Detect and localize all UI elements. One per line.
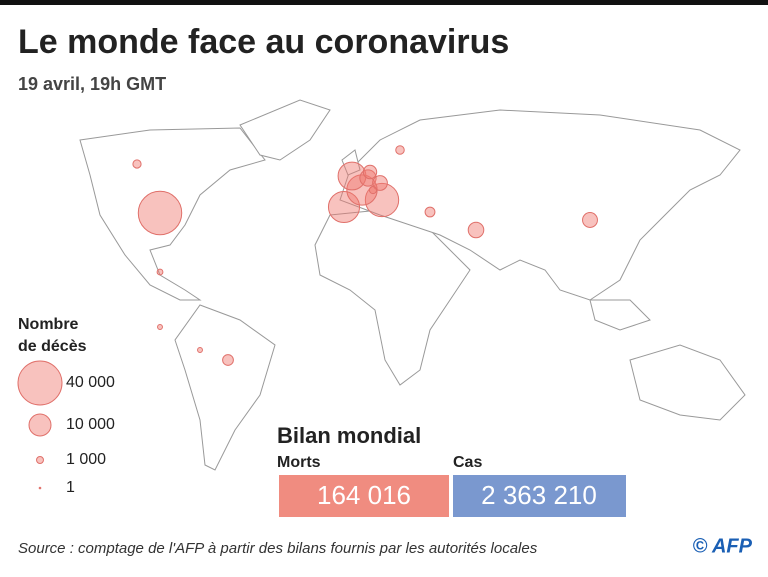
- credit: © AFP: [692, 535, 752, 557]
- country-bubble: [157, 324, 163, 330]
- country-bubble: [337, 161, 367, 191]
- legend-label: 10 000: [66, 416, 115, 433]
- country-bubble: [395, 145, 405, 155]
- deaths-box: [279, 475, 449, 517]
- country-bubble: [362, 164, 378, 180]
- legend-label: 1 000: [66, 451, 106, 468]
- legend-bubble: [28, 413, 52, 437]
- title: Le monde face au coronavirus: [18, 23, 509, 61]
- country-bubble: [197, 347, 203, 353]
- country-bubble: [156, 268, 164, 276]
- country-bubble: [364, 182, 400, 218]
- subtitle: 19 avril, 19h GMT: [18, 74, 166, 94]
- source: Source : comptage de l'AFP à partir des …: [18, 540, 538, 557]
- cases-box: [453, 475, 626, 517]
- world-map: [79, 99, 746, 471]
- country-bubble: [424, 206, 436, 218]
- country-bubble: [132, 159, 142, 169]
- country-bubble: [582, 212, 598, 228]
- cases-value: 2 363 210: [481, 480, 597, 510]
- legend-bubble: [38, 486, 42, 490]
- country-bubble: [368, 185, 378, 195]
- country-bubble: [137, 190, 183, 236]
- legend-label: 40 000: [66, 374, 115, 391]
- country-bubble: [467, 221, 485, 239]
- deaths-label: Morts: [277, 454, 321, 471]
- legend-bubble: [36, 456, 44, 464]
- legend-title: de décès: [18, 338, 87, 355]
- country-bubble: [222, 354, 234, 366]
- legend-label: 1: [66, 479, 75, 496]
- legend-title: Nombre: [18, 316, 79, 333]
- legend-bubble: [17, 360, 63, 406]
- top-bar: [0, 0, 768, 5]
- deaths-value: 164 016: [317, 480, 411, 510]
- country-bubble: [327, 190, 361, 224]
- country-bubble: [372, 175, 388, 191]
- cases-label: Cas: [453, 454, 482, 471]
- totals-title: Bilan mondial: [277, 423, 421, 448]
